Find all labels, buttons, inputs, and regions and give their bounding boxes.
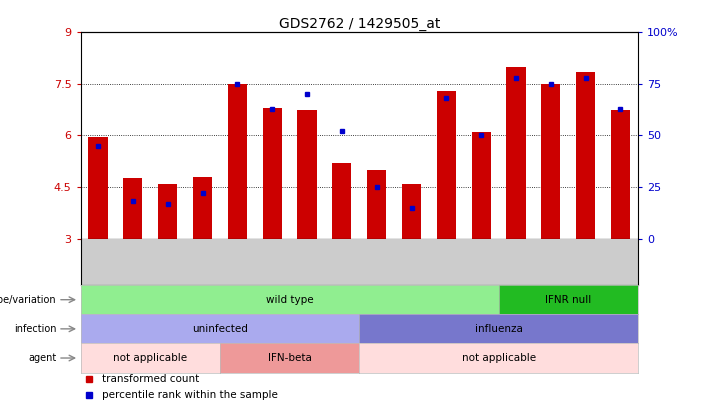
- Text: agent: agent: [28, 353, 56, 363]
- Title: GDS2762 / 1429505_at: GDS2762 / 1429505_at: [278, 17, 440, 31]
- Bar: [367, 170, 386, 239]
- Bar: [263, 108, 282, 239]
- Bar: [506, 67, 526, 239]
- Bar: [472, 132, 491, 239]
- Text: infection: infection: [14, 324, 56, 334]
- Text: wild type: wild type: [266, 295, 313, 305]
- Text: influenza: influenza: [475, 324, 522, 334]
- Text: transformed count: transformed count: [102, 374, 199, 384]
- Text: IFN-beta: IFN-beta: [268, 353, 311, 363]
- Bar: [437, 91, 456, 239]
- Bar: [576, 72, 595, 239]
- Text: IFNR null: IFNR null: [545, 295, 592, 305]
- Bar: [88, 137, 108, 239]
- Bar: [611, 110, 630, 239]
- Text: not applicable: not applicable: [461, 353, 536, 363]
- Text: uninfected: uninfected: [192, 324, 248, 334]
- Bar: [123, 179, 142, 239]
- Bar: [541, 84, 560, 239]
- Bar: [332, 163, 351, 239]
- Bar: [402, 183, 421, 239]
- Bar: [193, 177, 212, 239]
- Text: genotype/variation: genotype/variation: [0, 295, 56, 305]
- Text: not applicable: not applicable: [114, 353, 187, 363]
- Bar: [228, 84, 247, 239]
- Bar: [297, 110, 317, 239]
- Bar: [158, 183, 177, 239]
- Text: percentile rank within the sample: percentile rank within the sample: [102, 390, 278, 400]
